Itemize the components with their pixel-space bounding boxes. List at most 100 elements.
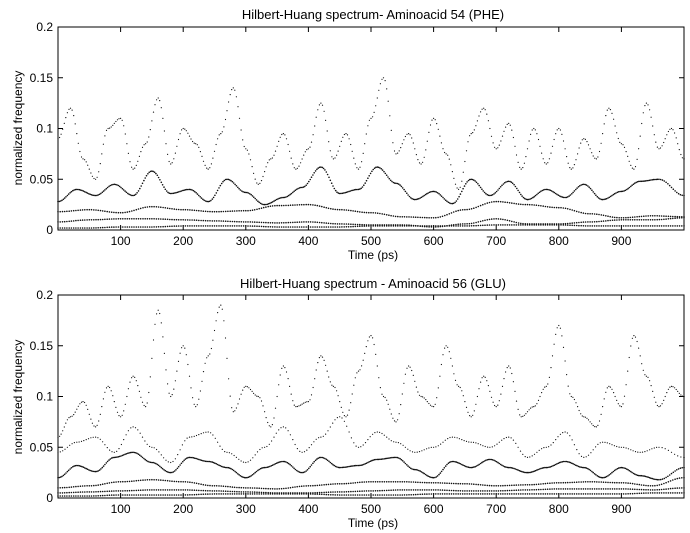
- data-point: [559, 129, 562, 131]
- data-point: [406, 494, 408, 496]
- data-point: [231, 453, 233, 455]
- data-point: [479, 220, 482, 223]
- data-point: [346, 425, 348, 427]
- data-point: [267, 466, 270, 468]
- data-point: [367, 439, 369, 441]
- data-point: [674, 478, 676, 481]
- data-point: [298, 405, 300, 407]
- data-point: [459, 386, 461, 389]
- data-point: [607, 219, 609, 222]
- data-point: [453, 177, 455, 179]
- data-point: [71, 109, 73, 111]
- data-point: [568, 461, 570, 463]
- data-point: [438, 192, 440, 195]
- data-point: [221, 131, 223, 133]
- data-point: [70, 467, 73, 469]
- data-point: [153, 218, 155, 220]
- data-point: [353, 464, 356, 467]
- data-point: [75, 495, 77, 497]
- data-point: [209, 353, 211, 355]
- data-point: [558, 206, 560, 209]
- data-point: [72, 486, 75, 488]
- data-point: [489, 446, 491, 448]
- data-point: [359, 369, 361, 371]
- data-point: [497, 485, 500, 487]
- data-point: [577, 153, 579, 155]
- data-point: [450, 202, 452, 205]
- data-point: [233, 225, 236, 227]
- data-point: [246, 149, 248, 151]
- data-point: [565, 460, 568, 463]
- data-point: [233, 220, 236, 223]
- data-point: [240, 491, 243, 493]
- data-point: [179, 190, 181, 193]
- data-point: [220, 485, 222, 487]
- data-point: [66, 210, 68, 213]
- data-point: [420, 196, 423, 199]
- data-point: [96, 194, 98, 197]
- data-point: [665, 481, 667, 484]
- data-point: [151, 489, 153, 491]
- data-point: [144, 489, 146, 491]
- data-point: [202, 219, 205, 222]
- data-point: [473, 410, 475, 412]
- data-point: [264, 411, 266, 413]
- data-point: [584, 493, 587, 495]
- data-point: [653, 134, 655, 136]
- data-point: [545, 466, 548, 469]
- data-point: [562, 346, 565, 348]
- data-point: [412, 198, 415, 201]
- data-point: [580, 466, 582, 469]
- data-point: [59, 210, 61, 213]
- data-point: [640, 215, 643, 218]
- data-point: [95, 484, 97, 487]
- data-point: [594, 157, 596, 159]
- data-point: [576, 187, 578, 189]
- data-point: [524, 224, 527, 226]
- data-point: [497, 461, 499, 464]
- data-point: [175, 494, 178, 496]
- data-point: [63, 197, 66, 199]
- data-point: [414, 489, 417, 491]
- data-point: [110, 226, 113, 228]
- data-point: [386, 436, 388, 438]
- data-point: [393, 182, 396, 184]
- data-point: [551, 488, 553, 490]
- data-point: [323, 110, 325, 112]
- data-point: [202, 489, 205, 492]
- data-point: [583, 138, 585, 140]
- data-point: [670, 451, 673, 453]
- data-point: [84, 495, 86, 497]
- data-point: [484, 224, 486, 226]
- data-point: [374, 432, 376, 434]
- data-point: [312, 462, 314, 465]
- data-point: [675, 388, 677, 391]
- data-point: [638, 225, 641, 227]
- data-point: [207, 210, 209, 213]
- data-point: [112, 124, 114, 126]
- data-point: [195, 489, 198, 492]
- data-point: [59, 227, 61, 229]
- data-point: [61, 486, 64, 489]
- data-point: [336, 466, 338, 468]
- data-point: [580, 184, 582, 186]
- data-point: [158, 451, 160, 453]
- data-point: [364, 143, 366, 145]
- data-point: [541, 467, 544, 469]
- data-point: [411, 369, 413, 372]
- data-point: [302, 471, 305, 474]
- data-point: [606, 109, 608, 111]
- data-point: [401, 494, 404, 496]
- data-point: [368, 119, 370, 121]
- data-point: [627, 187, 629, 190]
- data-point: [143, 179, 145, 182]
- data-point: [186, 188, 188, 191]
- data-point: [428, 217, 430, 219]
- data-point: [97, 209, 99, 212]
- data-point: [348, 409, 350, 411]
- data-point: [422, 195, 424, 198]
- data-point: [113, 226, 115, 228]
- data-point: [133, 194, 136, 196]
- data-point: [175, 469, 177, 471]
- data-point: [471, 466, 474, 469]
